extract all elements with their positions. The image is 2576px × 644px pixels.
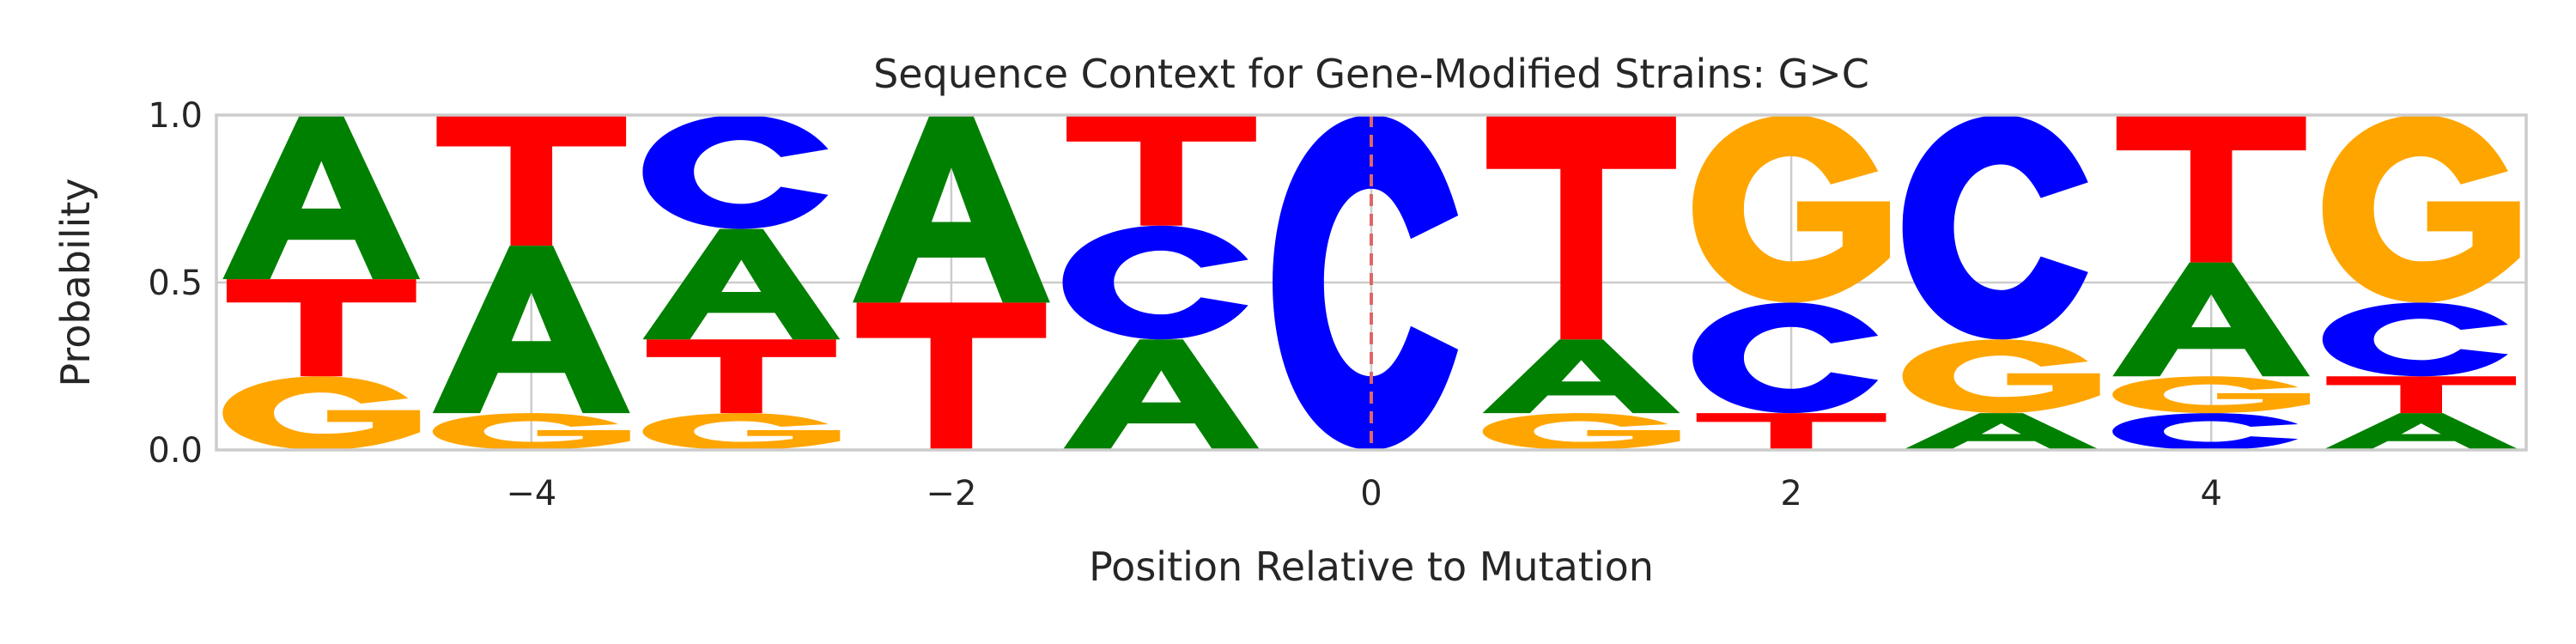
logo-letter-t: [1696, 413, 1886, 450]
logo-column: [1482, 115, 1680, 450]
x-tick-label: 4: [2200, 474, 2221, 513]
logo-letter-t: [436, 115, 627, 246]
x-axis-label: Position Relative to Mutation: [1089, 544, 1654, 590]
logo-letter-c: [2112, 413, 2299, 450]
logo-column: [2112, 115, 2311, 450]
y-tick-label: 0.5: [148, 264, 203, 303]
logo-letter-g: [432, 413, 630, 450]
logo-letter-t: [226, 279, 416, 377]
logo-letter-a: [432, 246, 630, 414]
x-tick-label: −4: [506, 474, 556, 513]
logo-letter-c: [1273, 115, 1459, 450]
logo-column: [1692, 115, 1891, 450]
y-tick-label: 1.0: [148, 96, 203, 136]
logo-letter-t: [856, 302, 1047, 450]
logo-letter-a: [2112, 262, 2311, 377]
logo-letter-a: [222, 115, 421, 280]
logo-column: [2322, 115, 2520, 450]
logo-letter-c: [1062, 225, 1249, 340]
logo-letter-t: [1486, 115, 1676, 340]
logo-letter-c: [1692, 302, 1879, 414]
x-tick-labels: −4 −2 0 2 4: [506, 474, 2222, 513]
logo-letter-a: [2322, 413, 2520, 450]
y-tick-labels: 0.0 0.5 1.0: [148, 96, 203, 471]
logo-letter-g: [1482, 413, 1680, 450]
logo-letter-g: [1692, 115, 1891, 303]
logo-layer: [222, 115, 2520, 450]
logo-column: [222, 115, 421, 450]
x-tick-label: −2: [926, 474, 976, 513]
logo-letter-a: [1482, 339, 1680, 414]
logo-letter-g: [222, 376, 421, 450]
logo-letter-g: [2322, 115, 2520, 303]
logo-letter-t: [647, 339, 836, 414]
logo-letter-a: [1062, 339, 1261, 450]
chart-title: Sequence Context for Gene-Modified Strai…: [873, 51, 1869, 97]
logo-letter-a: [852, 115, 1050, 303]
logo-letter-g: [642, 413, 841, 450]
plot-frame: [215, 113, 2528, 452]
logo-column: [1273, 115, 1459, 450]
x-tick-label: 0: [1360, 474, 1382, 513]
logo-letter-c: [2322, 302, 2508, 377]
logo-letter-t: [1066, 115, 1256, 226]
logo-column: [1062, 115, 1261, 450]
logo-letter-g: [1902, 339, 2100, 414]
logo-letter-t: [2326, 376, 2517, 414]
logo-letter-c: [1902, 115, 2088, 340]
logo-letter-c: [642, 115, 829, 229]
logo-column: [642, 115, 841, 450]
x-tick-label: 2: [1780, 474, 1801, 513]
logo-column: [1902, 115, 2100, 450]
logo-letter-t: [2116, 115, 2306, 263]
y-tick-label: 0.0: [148, 431, 203, 471]
logo-letter-g: [2112, 376, 2311, 414]
y-axis-label: Probability: [52, 178, 99, 386]
logo-column: [432, 115, 630, 450]
logo-letter-a: [642, 228, 841, 340]
logo-letter-a: [1902, 413, 2100, 450]
logo-column: [852, 115, 1050, 450]
